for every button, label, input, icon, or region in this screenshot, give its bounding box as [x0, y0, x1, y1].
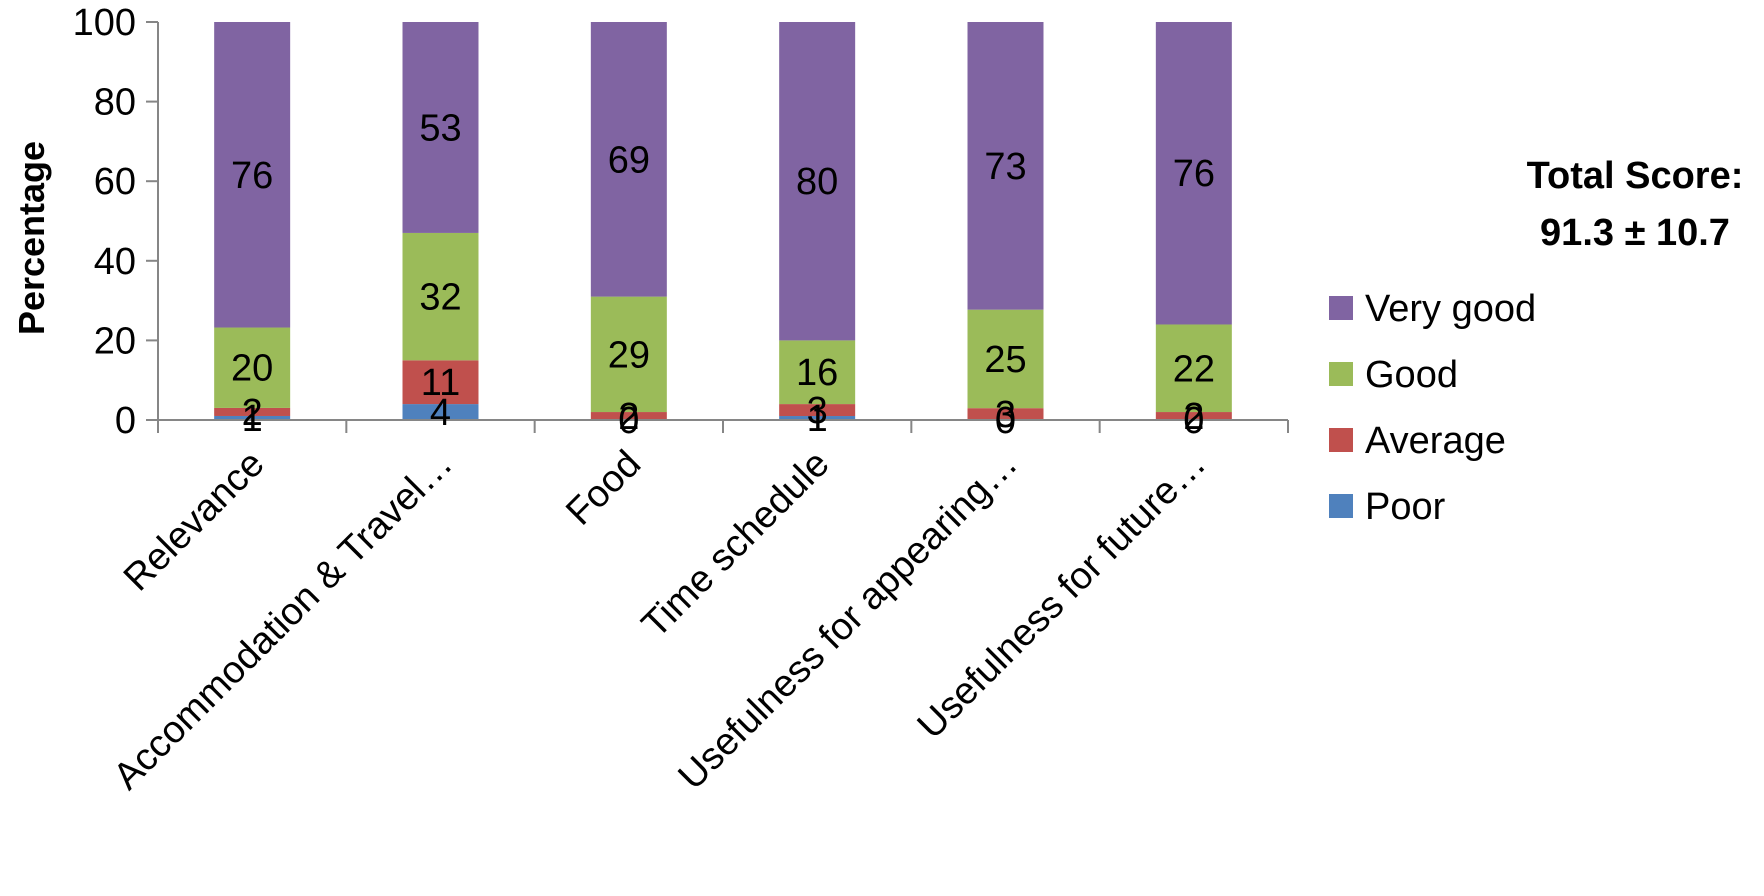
bar-very-good-relevance [214, 22, 291, 328]
x-tick-label-food: Food [558, 443, 649, 534]
y-tick-label-40: 40 [94, 241, 136, 283]
legend-swatch-good [1329, 362, 1353, 386]
bar-average-food [590, 412, 667, 420]
y-axis-title: Percentage [11, 141, 52, 335]
x-tick-label-relevance: Relevance [116, 443, 273, 600]
data-label-very-good-relevance: 76 [231, 155, 273, 197]
data-label-very-good-food: 69 [608, 139, 650, 181]
y-tick-label-0: 0 [115, 400, 136, 442]
bar-good-usefulness-for-future [1155, 324, 1232, 413]
legend-label-good: Good [1365, 354, 1458, 396]
y-tick-label-20: 20 [94, 320, 136, 362]
data-label-very-good-time-schedule: 80 [796, 161, 838, 203]
data-label-good-time-schedule: 16 [796, 352, 838, 394]
bar-average-usefulness-for-future [1155, 412, 1232, 420]
data-label-good-relevance: 20 [231, 348, 273, 390]
bar-good-usefulness-for-appearing [967, 309, 1044, 409]
bar-very-good-usefulness-for-future [1155, 22, 1232, 325]
bar-average-usefulness-for-appearing [967, 408, 1044, 420]
data-label-very-good-usefulness-for-future: 76 [1173, 153, 1215, 195]
total-score-value: 91.3 ± 10.7 [1540, 212, 1730, 254]
data-label-good-food: 29 [608, 334, 650, 376]
legend: Very good Good Average Poor [1329, 288, 1536, 528]
data-label-average-usefulness-for-future: 2 [1183, 396, 1204, 438]
bar-good-relevance [214, 327, 291, 408]
data-label-poor-usefulness-for-appearing: 0 [995, 400, 1016, 442]
bar-very-good-usefulness-for-appearing [967, 22, 1044, 310]
data-label-good-accommodation-travel: 32 [419, 277, 461, 319]
bar-very-good-food [590, 22, 667, 297]
legend-swatch-very-good [1329, 296, 1353, 320]
data-label-average-relevance: 2 [242, 392, 263, 434]
bars-layer [214, 22, 1232, 420]
bar-average-relevance [214, 407, 291, 416]
bar-poor-accommodation-travel [402, 404, 479, 420]
total-score-label: Total Score: [1527, 155, 1744, 197]
data-label-very-good-accommodation-travel: 53 [419, 107, 461, 149]
legend-label-poor: Poor [1365, 486, 1446, 528]
data-label-good-usefulness-for-appearing: 25 [984, 339, 1026, 381]
data-label-poor-relevance: 1 [242, 398, 263, 440]
bar-good-accommodation-travel [402, 232, 479, 361]
x-tick-label-accommodation-travel: Accommodation & Travel… [106, 443, 461, 798]
y-tick-label-60: 60 [94, 161, 136, 203]
data-label-average-time-schedule: 3 [807, 390, 828, 432]
legend-label-average: Average [1365, 420, 1506, 462]
data-label-poor-time-schedule: 1 [807, 398, 828, 440]
y-tick-label-100: 100 [73, 2, 136, 44]
bar-average-time-schedule [779, 404, 856, 417]
x-tick-label-time-schedule: Time schedule [634, 443, 837, 646]
bar-good-time-schedule [779, 340, 856, 405]
legend-label-very-good: Very good [1365, 288, 1536, 330]
bar-very-good-time-schedule [779, 22, 856, 341]
bar-very-good-accommodation-travel [402, 22, 479, 233]
data-label-poor-usefulness-for-future: 0 [1183, 400, 1204, 442]
legend-swatch-poor [1329, 494, 1353, 518]
bar-good-food [590, 296, 667, 413]
bar-poor-time-schedule [779, 416, 856, 420]
data-label-average-usefulness-for-appearing: 3 [995, 394, 1016, 436]
data-label-average-accommodation-travel: 11 [421, 362, 460, 404]
data-label-poor-food: 0 [618, 400, 639, 442]
y-tick-label-80: 80 [94, 82, 136, 124]
x-tick-label-usefulness-for-appearing: Usefulness for appearing… [671, 443, 1026, 798]
bar-average-accommodation-travel [402, 360, 479, 405]
data-label-very-good-usefulness-for-appearing: 73 [984, 146, 1026, 188]
data-label-good-usefulness-for-future: 22 [1173, 348, 1215, 390]
legend-swatch-average [1329, 428, 1353, 452]
data-label-average-food: 2 [618, 396, 639, 438]
bar-poor-relevance [214, 415, 291, 420]
data-label-poor-accommodation-travel: 4 [430, 392, 451, 434]
